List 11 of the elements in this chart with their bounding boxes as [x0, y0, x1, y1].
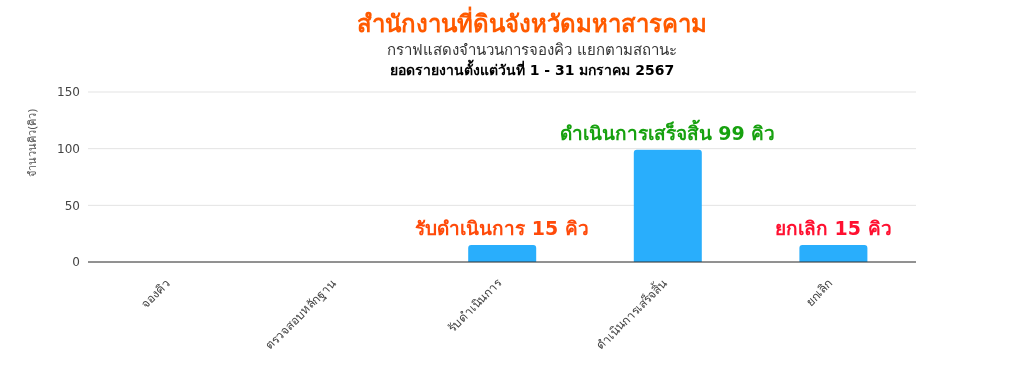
annotation: รับดำเนินการ 15 คิว [415, 217, 589, 239]
chart-subtitle: กราฟแสดงจำนวนการจองคิว แยกตามสถานะ [386, 40, 678, 59]
annotation: ดำเนินการเสร็จสิ้น 99 คิว [559, 118, 776, 144]
y-tick-label: 150 [57, 85, 80, 100]
y-tick-label: 0 [72, 255, 80, 270]
y-tick-label: 100 [57, 141, 80, 156]
y-axis-title: จำนวนคิว(คิว) [25, 108, 39, 177]
y-tick-label: 50 [64, 198, 80, 213]
text: ยอดรายงานตั้งแต่วันที่ 1 - 31 มกราคม 2567 [388, 60, 676, 80]
annotation: ยกเลิก 15 คิว [774, 217, 892, 239]
chart-title: สำนักงานที่ดินจังหวัดมหาสารคาม [356, 8, 708, 40]
